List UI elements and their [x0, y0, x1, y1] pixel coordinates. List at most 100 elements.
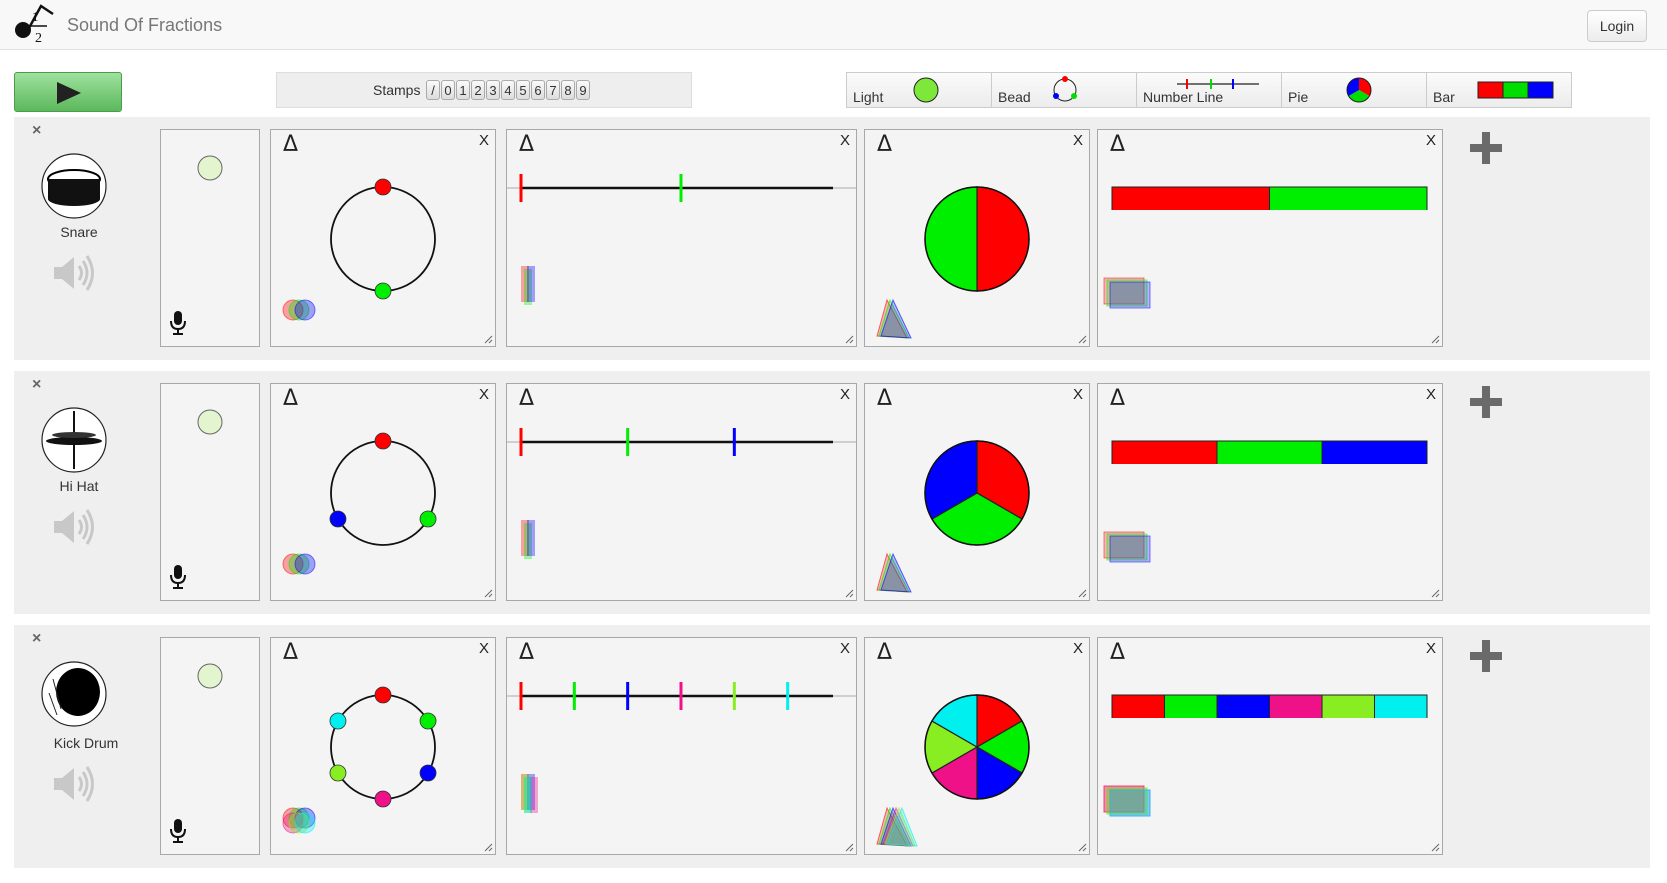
stamp-key-0[interactable]: 0 — [441, 80, 455, 100]
palette-label-bead: Bead — [998, 89, 1031, 105]
pie-chart — [924, 186, 1030, 292]
close-panel-button[interactable]: X — [1425, 386, 1436, 403]
microphone-icon[interactable] — [169, 818, 187, 844]
close-panel-button[interactable]: X — [1425, 640, 1436, 657]
delta-icon[interactable]: Δ — [1110, 132, 1126, 157]
close-panel-button[interactable]: X — [839, 132, 850, 149]
delta-icon[interactable]: Δ — [283, 132, 299, 157]
login-button[interactable]: Login — [1587, 10, 1647, 42]
light-panel[interactable] — [160, 383, 260, 601]
stamps-label: Stamps — [373, 82, 421, 98]
bead-2 — [419, 764, 437, 782]
close-panel-button[interactable]: X — [478, 640, 489, 657]
speaker-icon[interactable] — [50, 252, 96, 294]
pie-slice-1 — [924, 186, 978, 292]
bead-1 — [374, 282, 392, 300]
close-panel-button[interactable]: X — [478, 386, 489, 403]
add-visualization-icon[interactable] — [1469, 385, 1503, 419]
stamp-key-3[interactable]: 3 — [486, 80, 500, 100]
bar-segment-0 — [1111, 694, 1165, 718]
bar-segment-2 — [1321, 440, 1428, 464]
palette-number-line[interactable]: Number Line — [1136, 72, 1282, 108]
microphone-icon[interactable] — [169, 564, 187, 590]
remove-track-button[interactable]: × — [32, 376, 42, 393]
bar-segment-0 — [1111, 186, 1270, 210]
close-panel-button[interactable]: X — [839, 640, 850, 657]
stamp-key-4[interactable]: 4 — [501, 80, 515, 100]
stamp-key-7[interactable]: 7 — [546, 80, 560, 100]
close-panel-button[interactable]: X — [1425, 132, 1436, 149]
stamp-key-5[interactable]: 5 — [516, 80, 530, 100]
resize-handle-icon — [1431, 843, 1440, 852]
palette-bar[interactable]: Bar — [1426, 72, 1572, 108]
palette-light[interactable]: Light — [846, 72, 992, 108]
fraction-bar — [1111, 440, 1428, 464]
stamp-key-6[interactable]: 6 — [531, 80, 545, 100]
stamp-key-8[interactable]: 8 — [561, 80, 575, 100]
delta-icon[interactable]: Δ — [1110, 640, 1126, 665]
bar-segment-5 — [1374, 694, 1428, 718]
palette-bead[interactable]: Bead — [991, 72, 1137, 108]
stamp-key-2[interactable]: 2 — [471, 80, 485, 100]
light-panel[interactable] — [160, 129, 260, 347]
delta-icon[interactable]: Δ — [519, 640, 535, 665]
stamp-key-1[interactable]: 1 — [456, 80, 470, 100]
stamp-keys: / 0 1 2 3 4 5 6 7 8 9 — [426, 80, 590, 100]
palette-label-light: Light — [853, 89, 884, 105]
delta-icon[interactable]: Δ — [283, 386, 299, 411]
close-panel-button[interactable]: X — [1072, 386, 1083, 403]
close-panel-button[interactable]: X — [1072, 640, 1083, 657]
add-visualization-icon[interactable] — [1469, 131, 1503, 165]
add-visualization-icon[interactable] — [1469, 639, 1503, 673]
line-stamp-stack-icon — [521, 774, 538, 813]
delta-icon[interactable]: Δ — [283, 640, 299, 665]
logo-icon: 1 2 — [15, 4, 54, 46]
fraction-bar — [1111, 694, 1428, 718]
bar-segment-2 — [1216, 694, 1270, 718]
pie-slice-0 — [976, 186, 1030, 292]
resize-handle-icon — [1078, 589, 1087, 598]
remove-track-button[interactable]: × — [32, 122, 42, 139]
bead-stamp-stack-icon — [282, 299, 316, 321]
bar-stamp-stack-icon — [1103, 531, 1151, 563]
delta-icon[interactable]: Δ — [519, 386, 535, 411]
delta-icon[interactable]: Δ — [1110, 386, 1126, 411]
play-button[interactable] — [14, 72, 122, 112]
pie-stamp-stack-icon — [876, 806, 918, 847]
microphone-icon[interactable] — [169, 310, 187, 336]
delta-icon[interactable]: Δ — [519, 132, 535, 157]
light-panel[interactable] — [160, 637, 260, 855]
bar-segment-1 — [1269, 186, 1428, 210]
bead-ring — [330, 178, 436, 300]
close-panel-button[interactable]: X — [839, 386, 850, 403]
app-title: Sound Of Fractions — [67, 15, 223, 35]
delta-icon[interactable]: Δ — [877, 640, 893, 665]
close-panel-button[interactable]: X — [1072, 132, 1083, 149]
remove-track-button[interactable]: × — [32, 630, 42, 647]
delta-icon[interactable]: Δ — [877, 132, 893, 157]
palette-pie[interactable]: Pie — [1281, 72, 1427, 108]
speaker-icon[interactable] — [50, 506, 96, 548]
delta-icon[interactable]: Δ — [877, 386, 893, 411]
close-panel-button[interactable]: X — [478, 132, 489, 149]
stamp-key-9[interactable]: 9 — [576, 80, 590, 100]
light-icon — [913, 77, 939, 103]
speaker-icon[interactable] — [50, 763, 96, 805]
logo-numerator: 1 — [32, 9, 39, 24]
bead-icon — [1053, 76, 1077, 102]
stamp-key-slash[interactable]: / — [426, 80, 440, 100]
fraction-bar — [1111, 186, 1428, 210]
bar-segment-1 — [1216, 440, 1323, 464]
